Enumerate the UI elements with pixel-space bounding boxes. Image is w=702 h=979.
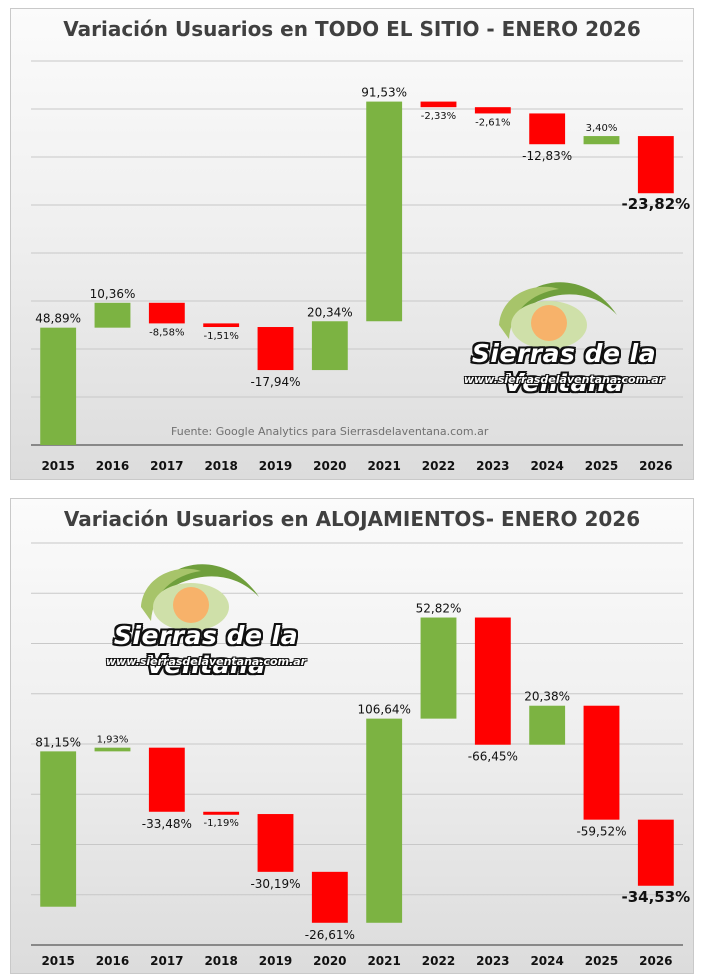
category-label-2015: 2015 <box>41 459 74 473</box>
bar-2016 <box>94 747 131 752</box>
data-label-2019: -30,19% <box>250 877 300 891</box>
data-label-2019: -17,94% <box>250 375 300 389</box>
logo-swoosh-icon <box>499 282 617 349</box>
category-label-2016: 2016 <box>96 954 129 968</box>
data-label-2015: 48,89% <box>35 312 81 326</box>
category-label-2015: 2015 <box>41 954 74 968</box>
category-label-2025: 2025 <box>585 954 618 968</box>
logo-url: www.sierrasdelaventana.com.ar <box>105 655 307 668</box>
data-label-2024: 20,38% <box>524 690 570 704</box>
bar-2017 <box>148 302 185 324</box>
data-label-2022: -2,33% <box>421 111 456 122</box>
category-label-2026: 2026 <box>639 459 672 473</box>
category-label-2024: 2024 <box>530 954 563 968</box>
chart-title: Variación Usuarios en ALOJAMIENTOS- ENER… <box>63 507 641 531</box>
data-label-2021: 106,64% <box>357 703 410 717</box>
data-label-2025: 3,40% <box>586 123 618 134</box>
bar-2026 <box>637 136 674 194</box>
waterfall-chart-alojamientos: 81,15% 2015 1,93% 2016 -33,48% 2017 -1,19% 2018… <box>31 542 690 968</box>
category-label-2017: 2017 <box>150 459 183 473</box>
category-label-2022: 2022 <box>422 954 455 968</box>
logo-name: Sierras de la Ventana <box>471 339 657 397</box>
data-label-2015: 81,15% <box>35 735 81 749</box>
data-label-2024: -12,83% <box>522 149 572 163</box>
category-label-2025: 2025 <box>585 459 618 473</box>
bar-2022 <box>420 617 457 719</box>
category-label-2017: 2017 <box>150 954 183 968</box>
category-label-2026: 2026 <box>639 954 672 968</box>
data-label-2020: 20,34% <box>307 305 353 319</box>
bar-2020 <box>311 871 348 923</box>
logo-url: www.sierrasdelaventana.com.ar <box>463 373 665 386</box>
category-label-2018: 2018 <box>204 954 237 968</box>
bar-2019 <box>257 327 294 371</box>
bar-2018 <box>203 811 240 815</box>
category-label-2018: 2018 <box>204 459 237 473</box>
bar-2017 <box>148 747 185 812</box>
category-label-2023: 2023 <box>476 954 509 968</box>
data-label-2017: -8,58% <box>149 327 184 338</box>
sierras-logo: Sierras de la Ventana www.sierrasdelaven… <box>449 267 679 397</box>
chart-panel-alojamientos: Variación Usuarios en ALOJAMIENTOS- ENER… <box>10 498 694 974</box>
bar-2023 <box>474 107 511 114</box>
category-label-2019: 2019 <box>259 459 292 473</box>
category-label-2020: 2020 <box>313 954 346 968</box>
bar-2024 <box>529 705 566 745</box>
data-label-2018: -1,51% <box>203 331 238 342</box>
category-label-2019: 2019 <box>259 954 292 968</box>
bar-2015 <box>40 751 77 907</box>
category-label-2023: 2023 <box>476 459 509 473</box>
bar-2019 <box>257 814 294 872</box>
data-label-2023: -66,45% <box>468 750 518 764</box>
data-label-2017: -33,48% <box>142 817 192 831</box>
data-label-2023: -2,61% <box>475 117 510 128</box>
data-label-2018: -1,19% <box>203 818 238 829</box>
category-label-2020: 2020 <box>313 459 346 473</box>
bar-2015 <box>40 327 77 445</box>
bar-2025 <box>583 705 620 820</box>
category-label-2022: 2022 <box>422 459 455 473</box>
logo-name: Sierras de la Ventana <box>113 621 299 679</box>
category-label-2021: 2021 <box>367 954 400 968</box>
data-label-2022: 52,82% <box>416 602 462 616</box>
waterfall-chart-sitio: 48,89% 2015 10,36% 2016 -8,58% 2017 -1,51% 2018… <box>31 60 690 473</box>
bar-2026 <box>637 819 674 886</box>
source-note: Fuente: Google Analytics para Sierrasdel… <box>171 425 489 438</box>
chart-panel-sitio: Variación Usuarios en TODO EL SITIO - EN… <box>10 8 694 480</box>
bar-2016 <box>94 302 131 328</box>
data-label-2026: -23,82% <box>621 195 690 213</box>
data-label-2026: -34,53% <box>621 888 690 906</box>
data-label-2021: 91,53% <box>361 86 407 100</box>
chart-title: Variación Usuarios en TODO EL SITIO - EN… <box>63 17 641 41</box>
logo-swoosh-icon <box>141 564 259 631</box>
bar-2021 <box>366 718 403 923</box>
bar-2023 <box>474 617 511 745</box>
bar-2021 <box>366 101 403 322</box>
category-label-2024: 2024 <box>530 459 563 473</box>
data-label-2016: 1,93% <box>97 735 129 746</box>
category-label-2021: 2021 <box>367 459 400 473</box>
bar-2022 <box>420 101 457 108</box>
bar-2018 <box>203 323 240 328</box>
category-label-2016: 2016 <box>96 459 129 473</box>
data-label-2020: -26,61% <box>305 928 355 942</box>
data-label-2016: 10,36% <box>90 287 136 301</box>
data-label-2025: -59,52% <box>576 825 626 839</box>
bar-2024 <box>529 113 566 145</box>
sierras-logo: Sierras de la Ventana www.sierrasdelaven… <box>91 549 321 679</box>
bar-2020 <box>311 321 348 371</box>
bar-2025 <box>583 136 620 145</box>
